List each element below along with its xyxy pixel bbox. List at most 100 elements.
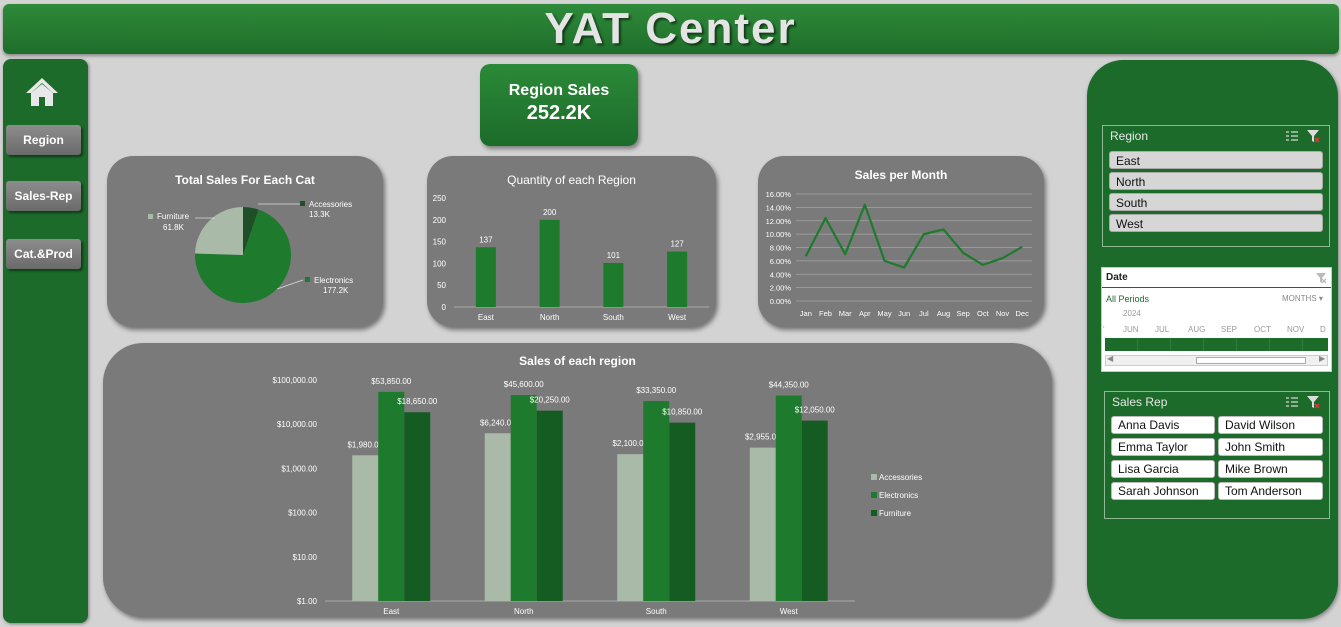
nav-cat-prod-button[interactable]: Cat.&Prod [6, 239, 81, 269]
data-label-west-accessories: $2,955.00 [745, 433, 781, 442]
pie-chart: Accessories 13.3K Electronics 177.2K Fur… [148, 200, 353, 303]
bar-south [603, 262, 624, 307]
legend-key-accessories [300, 201, 305, 206]
nav-region-button[interactable]: Region [6, 125, 81, 155]
y-tick-label: $1,000.00 [281, 464, 317, 473]
date-title-divider [1102, 287, 1331, 288]
quantity-bar-chart: 0 50 100 150 200 250 137 East 200 North 101 South 12… [433, 194, 709, 322]
x-tick-label-oct: Oct [977, 309, 990, 318]
dashboard-title: YAT Center [544, 4, 797, 53]
data-label-north-furniture: $20,250.00 [530, 396, 571, 405]
pie-chart-title: Total Sales For Each Cat [175, 173, 315, 187]
timeline-month-aug: AUG [1188, 325, 1206, 334]
kpi-label: Region Sales [508, 82, 610, 99]
pie-slice-accessories [243, 207, 259, 255]
kpi-value: 252.2K [526, 102, 592, 124]
region-option-south[interactable]: South [1109, 193, 1323, 211]
date-timeline-slicer: Date All Periods MONTHS ▾ 2024 ' JUN JUL… [1101, 267, 1332, 372]
data-label-south: 101 [607, 251, 621, 260]
x-tick-label-west: West [780, 607, 799, 616]
sales-rep-option-anna-davis[interactable]: Anna Davis [1111, 416, 1215, 434]
time-level-dropdown[interactable]: MONTHS ▾ [1282, 294, 1323, 303]
bar-north-accessories [484, 433, 511, 601]
y-tick-label: $100,000.00 [273, 376, 318, 385]
timeline-scrollbar[interactable]: ◀ ▶ [1105, 354, 1328, 366]
monthly-sales-title: Sales per Month [854, 168, 948, 182]
multi-select-icon[interactable] [1285, 395, 1299, 409]
legend-key-furniture [148, 214, 153, 219]
sales-rep-option-tom-anderson[interactable]: Tom Anderson [1218, 482, 1323, 500]
clear-filter-icon[interactable] [1315, 271, 1327, 284]
sales-rep-option-david-wilson[interactable]: David Wilson [1218, 416, 1323, 434]
home-icon[interactable] [24, 76, 60, 108]
x-tick-label-mar: Mar [839, 309, 852, 318]
region-option-east[interactable]: East [1109, 151, 1323, 169]
pie-slice-furniture [195, 207, 243, 255]
y-tick-label: 2.00% [770, 284, 792, 293]
y-tick-label: 16.00% [766, 190, 792, 199]
legend-label-accessories: Accessories [879, 473, 922, 482]
x-tick-label-sep: Sep [956, 309, 969, 318]
y-tick-label: 100 [433, 259, 447, 268]
quantity-chart-title: Quantity of each Region [507, 173, 636, 187]
data-label-west-electronics: $44,350.00 [769, 381, 810, 390]
timeline-month-dec: D [1320, 325, 1326, 334]
data-label-west-furniture: $12,050.00 [795, 406, 836, 415]
region-option-north[interactable]: North [1109, 172, 1323, 190]
y-tick-label: $10,000.00 [277, 420, 318, 429]
bar-west-furniture [801, 420, 828, 601]
x-tick-label-may: May [877, 309, 891, 318]
region-sales-title: Sales of each region [519, 354, 636, 368]
y-tick-label: $1.00 [297, 597, 318, 606]
data-label-south-accessories: $2,100.00 [612, 439, 648, 448]
bar-east-furniture [404, 412, 431, 601]
legend-key-furniture [871, 510, 877, 516]
y-tick-label: 50 [437, 281, 446, 290]
leader-line-electronics [276, 279, 304, 290]
y-tick-label: 150 [433, 238, 447, 247]
sales-rep-option-mike-brown[interactable]: Mike Brown [1218, 460, 1323, 478]
title-bar [3, 4, 1339, 54]
pie-label-accessories-value: 13.3K [309, 210, 331, 219]
pie-label-furniture-value: 61.8K [163, 223, 185, 232]
all-periods-label[interactable]: All Periods [1106, 294, 1150, 304]
pie-label-furniture-name: Furniture [157, 212, 190, 221]
data-label-east-furniture: $18,650.00 [397, 397, 438, 406]
y-tick-label: 250 [433, 194, 447, 203]
clear-filter-icon[interactable] [1306, 395, 1320, 409]
region-sales-panel: Sales of each region $1.00 $10.00 $100.00 $… [103, 343, 1052, 617]
timeline-tick: ' [1103, 325, 1105, 334]
sales-rep-option-emma-taylor[interactable]: Emma Taylor [1111, 438, 1215, 456]
y-tick-label: 8.00% [770, 244, 792, 253]
timeline-year: 2024 [1123, 309, 1141, 318]
timeline-scroll-thumb[interactable] [1196, 357, 1306, 364]
legend-key-electronics [305, 277, 310, 282]
bar-west [667, 251, 688, 307]
sales-rep-option-lisa-garcia[interactable]: Lisa Garcia [1111, 460, 1215, 478]
x-tick-label-apr: Apr [859, 309, 871, 318]
clear-filter-icon[interactable] [1306, 129, 1320, 143]
y-tick-label: 12.00% [766, 217, 792, 226]
monthly-sales-panel: Sales per Month 0.00% 2.00% 4.00% 6.00% 8.00… [758, 156, 1044, 327]
nav-sales-rep-button[interactable]: Sales-Rep [6, 181, 81, 211]
timeline-selection-bar[interactable] [1105, 338, 1328, 351]
pie-label-electronics-value: 177.2K [323, 286, 349, 295]
multi-select-icon[interactable] [1285, 129, 1299, 143]
scroll-left-icon[interactable]: ◀ [1107, 354, 1114, 363]
data-label-east-accessories: $1,980.00 [347, 440, 383, 449]
time-level-value: MONTHS [1282, 294, 1317, 303]
y-tick-label: 200 [433, 216, 447, 225]
timeline-month-sep: SEP [1221, 325, 1238, 334]
y-tick-label: 0.00% [770, 297, 792, 306]
data-label-east: 137 [479, 235, 493, 244]
sales-rep-option-sarah-johnson[interactable]: Sarah Johnson [1111, 482, 1215, 500]
x-tick-label-nov: Nov [996, 309, 1010, 318]
bar-east [475, 247, 496, 307]
kpi-card: Region Sales 252.2K [480, 64, 638, 146]
bar-north [539, 219, 560, 307]
x-tick-label-east: East [478, 313, 495, 322]
scroll-right-icon[interactable]: ▶ [1319, 354, 1326, 363]
sales-rep-option-john-smith[interactable]: John Smith [1218, 438, 1323, 456]
y-tick-label: 14.00% [766, 203, 792, 212]
region-option-west[interactable]: West [1109, 214, 1323, 232]
